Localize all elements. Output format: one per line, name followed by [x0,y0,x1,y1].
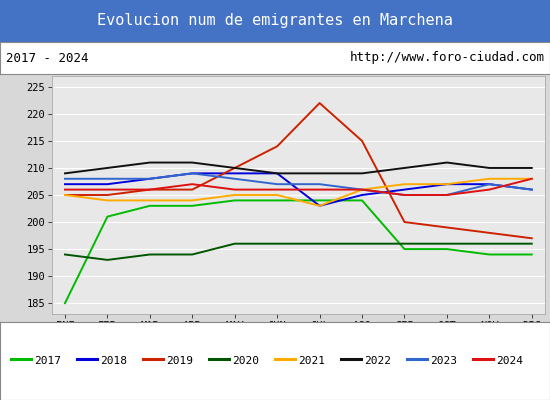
Text: 2021: 2021 [298,356,325,366]
Text: 2017 - 2024: 2017 - 2024 [6,52,88,64]
Text: 2023: 2023 [430,356,457,366]
Text: 2019: 2019 [166,356,193,366]
Text: Evolucion num de emigrantes en Marchena: Evolucion num de emigrantes en Marchena [97,14,453,28]
Text: 2018: 2018 [100,356,127,366]
Text: http://www.foro-ciudad.com: http://www.foro-ciudad.com [349,52,544,64]
Text: 2024: 2024 [496,356,523,366]
Text: 2022: 2022 [364,356,391,366]
Text: 2020: 2020 [232,356,259,366]
Text: 2017: 2017 [34,356,61,366]
